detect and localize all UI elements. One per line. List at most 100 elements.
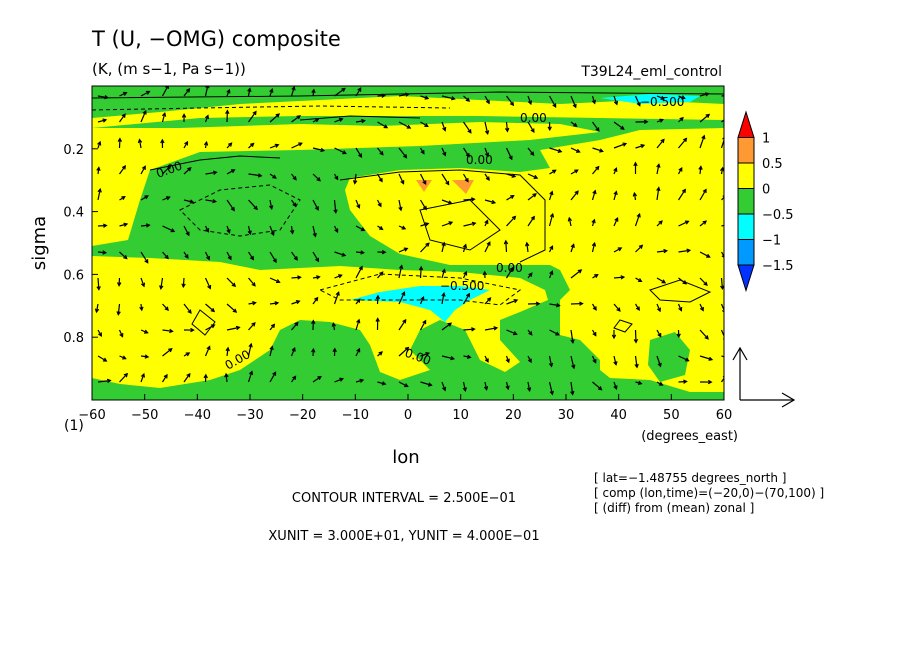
wind-arrow <box>441 268 446 279</box>
wind-arrow <box>613 355 618 366</box>
wind-arrow <box>162 251 169 260</box>
x-tick-label: −20 <box>289 408 316 423</box>
wind-arrow <box>634 212 641 227</box>
wind-arrow <box>698 165 703 175</box>
wind-arrow <box>720 251 724 258</box>
wind-arrow <box>613 247 623 253</box>
wind-arrow <box>355 118 366 124</box>
wind-arrow <box>97 140 102 149</box>
wind-arrow <box>291 115 302 123</box>
plot-area <box>92 86 724 400</box>
wind-arrow <box>311 88 316 97</box>
wind-arrow <box>441 173 450 186</box>
wind-arrow <box>183 87 191 97</box>
wind-arrow <box>269 173 277 179</box>
wind-arrow <box>224 372 229 383</box>
wind-arrow <box>592 381 603 391</box>
wind-arrow <box>398 318 407 331</box>
wind-arrow <box>291 199 297 208</box>
wind-arrow <box>570 147 581 153</box>
wind-arrow <box>484 121 490 136</box>
wind-arrow <box>699 92 710 97</box>
wind-arrow <box>312 173 321 182</box>
x-tick-label: −30 <box>236 408 263 423</box>
wind-arrow <box>398 264 404 279</box>
contour-label: −0.500 <box>440 279 484 293</box>
wind-arrow <box>592 121 600 132</box>
wind-arrow <box>376 199 382 208</box>
wind-arrow <box>205 198 218 204</box>
wind-arrow <box>656 186 661 201</box>
info-line-2: [ comp (lon,time)=(−20,0)−(70,100) ] <box>594 486 824 500</box>
wind-arrow <box>159 277 164 290</box>
wind-arrow <box>162 303 169 312</box>
reference-vector <box>732 346 796 408</box>
wind-arrow <box>656 248 669 254</box>
wind-arrow <box>420 242 430 253</box>
wind-arrow <box>420 381 433 387</box>
wind-arrow <box>633 329 639 344</box>
colorbar-label: −1 <box>762 234 781 249</box>
wind-arrow <box>311 319 316 331</box>
wind-arrow <box>678 116 684 123</box>
wind-arrow <box>312 225 317 238</box>
wind-arrow <box>355 298 361 305</box>
wind-arrow <box>505 266 514 279</box>
wind-arrow <box>312 147 326 153</box>
wind-arrow <box>656 329 662 338</box>
wind-arrow <box>699 251 711 258</box>
wind-arrow <box>334 117 344 123</box>
chart-title: T (U, −OMG) composite <box>91 27 341 51</box>
wind-arrow <box>183 372 191 383</box>
wind-arrow <box>355 199 361 209</box>
contour-label: −0.500 <box>640 95 684 109</box>
wind-arrow <box>204 345 211 357</box>
wind-arrow <box>183 199 195 204</box>
wind-arrow <box>205 303 216 313</box>
wind-arrow <box>613 121 625 130</box>
wind-arrow <box>678 248 692 253</box>
wind-arrow <box>119 355 127 360</box>
wind-arrow <box>248 173 263 178</box>
wind-arrow <box>334 87 346 97</box>
x-tick-label: 10 <box>452 408 469 423</box>
wind-arrow <box>119 91 128 97</box>
wind-arrow <box>592 273 599 279</box>
wind-arrow <box>721 224 724 227</box>
wind-arrow <box>699 188 707 201</box>
wind-arrow <box>398 173 405 185</box>
wind-arrow <box>463 121 472 134</box>
wind-arrow <box>355 347 361 357</box>
wind-arrow <box>463 197 476 202</box>
wind-arrow <box>247 342 253 357</box>
y-tick-label: 0.8 <box>63 331 84 346</box>
wind-arrow <box>656 381 664 386</box>
wind-arrow <box>205 324 216 331</box>
wind-arrow <box>678 137 688 149</box>
info-line-1: [ lat=−1.48755 degrees_north ] <box>594 471 786 485</box>
wind-arrow <box>226 277 237 288</box>
wind-arrow <box>419 319 427 331</box>
wind-arrow <box>484 241 491 253</box>
wind-arrow <box>119 372 129 383</box>
wind-arrow <box>570 243 575 253</box>
wind-arrow <box>269 199 274 210</box>
wind-arrow <box>527 301 541 306</box>
wind-arrow <box>506 298 519 305</box>
wind-arrow <box>331 321 336 331</box>
wind-arrow <box>248 277 256 287</box>
wind-arrow <box>527 121 535 134</box>
wind-arrow <box>676 329 681 339</box>
wind-arrow <box>504 121 510 133</box>
wind-arrow <box>398 121 412 129</box>
wind-arrow <box>463 354 472 359</box>
y-tick-label: 0.2 <box>63 143 84 158</box>
wind-arrow <box>140 165 146 175</box>
wind-arrow <box>613 217 619 227</box>
wind-arrow <box>226 142 233 149</box>
wind-arrow <box>570 329 575 344</box>
wind-arrow <box>204 114 210 123</box>
wind-arrow <box>418 265 424 279</box>
colorbar-segment <box>737 137 755 164</box>
wind-arrow <box>333 199 338 214</box>
